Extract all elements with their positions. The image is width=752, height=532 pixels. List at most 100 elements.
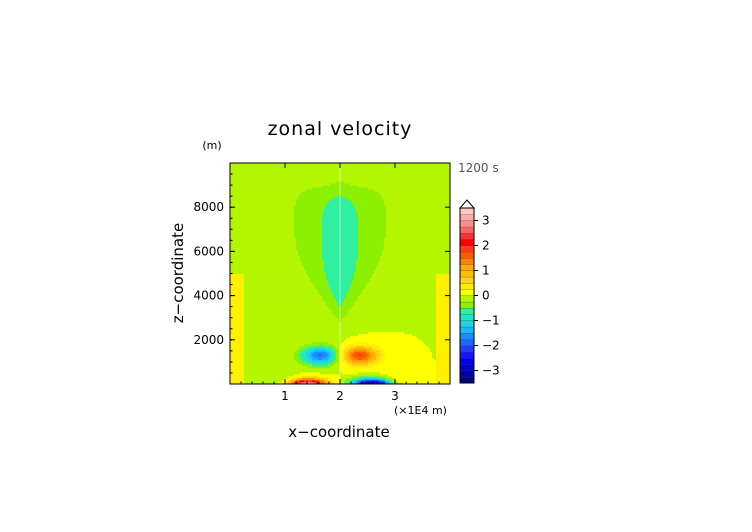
field-cell [424, 327, 427, 331]
field-cell [424, 293, 427, 296]
field-cell [272, 311, 275, 315]
field-cell [360, 381, 363, 384]
field-cell [416, 349, 419, 353]
field-cell [442, 339, 445, 343]
field-cell [338, 345, 341, 349]
field-cell [388, 345, 391, 349]
field-cell [234, 295, 237, 298]
field-cell [346, 335, 349, 339]
field-cell [406, 337, 409, 341]
field-cell [234, 299, 237, 302]
field-cell [236, 369, 239, 373]
field-cell [264, 379, 267, 383]
field-cell [428, 365, 431, 369]
field-cell [330, 317, 333, 321]
field-cell [422, 369, 425, 373]
field-cell [234, 377, 237, 381]
field-cell [318, 355, 321, 359]
field-cell [378, 375, 381, 379]
field-cell [312, 313, 315, 317]
field-cell [434, 333, 437, 337]
field-cell [296, 373, 299, 377]
field-cell [420, 375, 423, 379]
field-cell [424, 305, 427, 309]
field-cell [396, 365, 399, 369]
field-cell [390, 319, 393, 323]
field-cell [348, 305, 351, 309]
field-cell [244, 355, 247, 359]
field-cell [408, 377, 411, 381]
field-cell [362, 371, 365, 375]
field-cell [360, 379, 363, 383]
field-cell [318, 377, 321, 381]
field-cell [426, 359, 429, 363]
field-cell [374, 313, 377, 317]
field-cell [364, 335, 367, 339]
field-cell [380, 309, 383, 313]
field-cell [264, 363, 267, 367]
field-cell [342, 319, 345, 323]
field-cell [252, 299, 255, 302]
field-cell [368, 369, 371, 373]
field-cell [338, 373, 341, 377]
field-cell [404, 307, 407, 311]
field-cell [410, 341, 413, 345]
field-cell [372, 295, 375, 298]
field-cell [298, 373, 301, 377]
field-cell [368, 377, 371, 381]
field-cell [318, 357, 321, 361]
field-cell [376, 307, 379, 311]
field-cell [312, 351, 315, 355]
field-cell [308, 295, 311, 298]
field-cell [336, 343, 339, 347]
field-cell [440, 301, 443, 304]
field-cell [420, 299, 423, 302]
field-cell [320, 355, 323, 359]
field-cell [274, 331, 277, 335]
field-cell [400, 319, 403, 323]
field-cell [392, 355, 395, 359]
field-cell [390, 335, 393, 339]
field-cell [276, 315, 279, 319]
field-cell [398, 355, 401, 359]
field-cell [330, 355, 333, 359]
field-cell [248, 297, 251, 300]
field-cell [402, 373, 405, 377]
field-cell [410, 361, 413, 365]
field-cell [386, 293, 389, 296]
field-cell [258, 291, 261, 294]
field-cell [380, 311, 383, 315]
field-cell [368, 363, 371, 367]
field-cell [280, 307, 283, 311]
field-cell [280, 343, 283, 347]
field-cell [260, 335, 263, 339]
field-cell [236, 293, 239, 296]
field-cell [262, 377, 265, 381]
field-cell [434, 357, 437, 361]
field-cell [408, 303, 411, 306]
field-cell [418, 317, 421, 321]
field-cell [384, 363, 387, 367]
field-cell [446, 317, 449, 321]
field-cell [330, 337, 333, 341]
field-cell [272, 379, 275, 383]
field-cell [326, 355, 329, 359]
field-cell [280, 357, 283, 361]
field-cell [364, 295, 367, 298]
field-cell [290, 345, 293, 349]
field-cell [294, 369, 297, 373]
field-cell [310, 291, 313, 294]
field-cell [320, 313, 323, 317]
field-cell [398, 349, 401, 353]
field-cell [288, 357, 291, 361]
field-cell [448, 335, 450, 339]
field-cell [332, 329, 335, 333]
field-cell [344, 327, 347, 331]
field-cell [294, 315, 297, 319]
field-cell [292, 297, 295, 300]
field-cell [382, 357, 385, 361]
field-cell [258, 293, 261, 296]
field-cell [346, 311, 349, 315]
field-cell [380, 319, 383, 323]
field-cell [416, 353, 419, 357]
